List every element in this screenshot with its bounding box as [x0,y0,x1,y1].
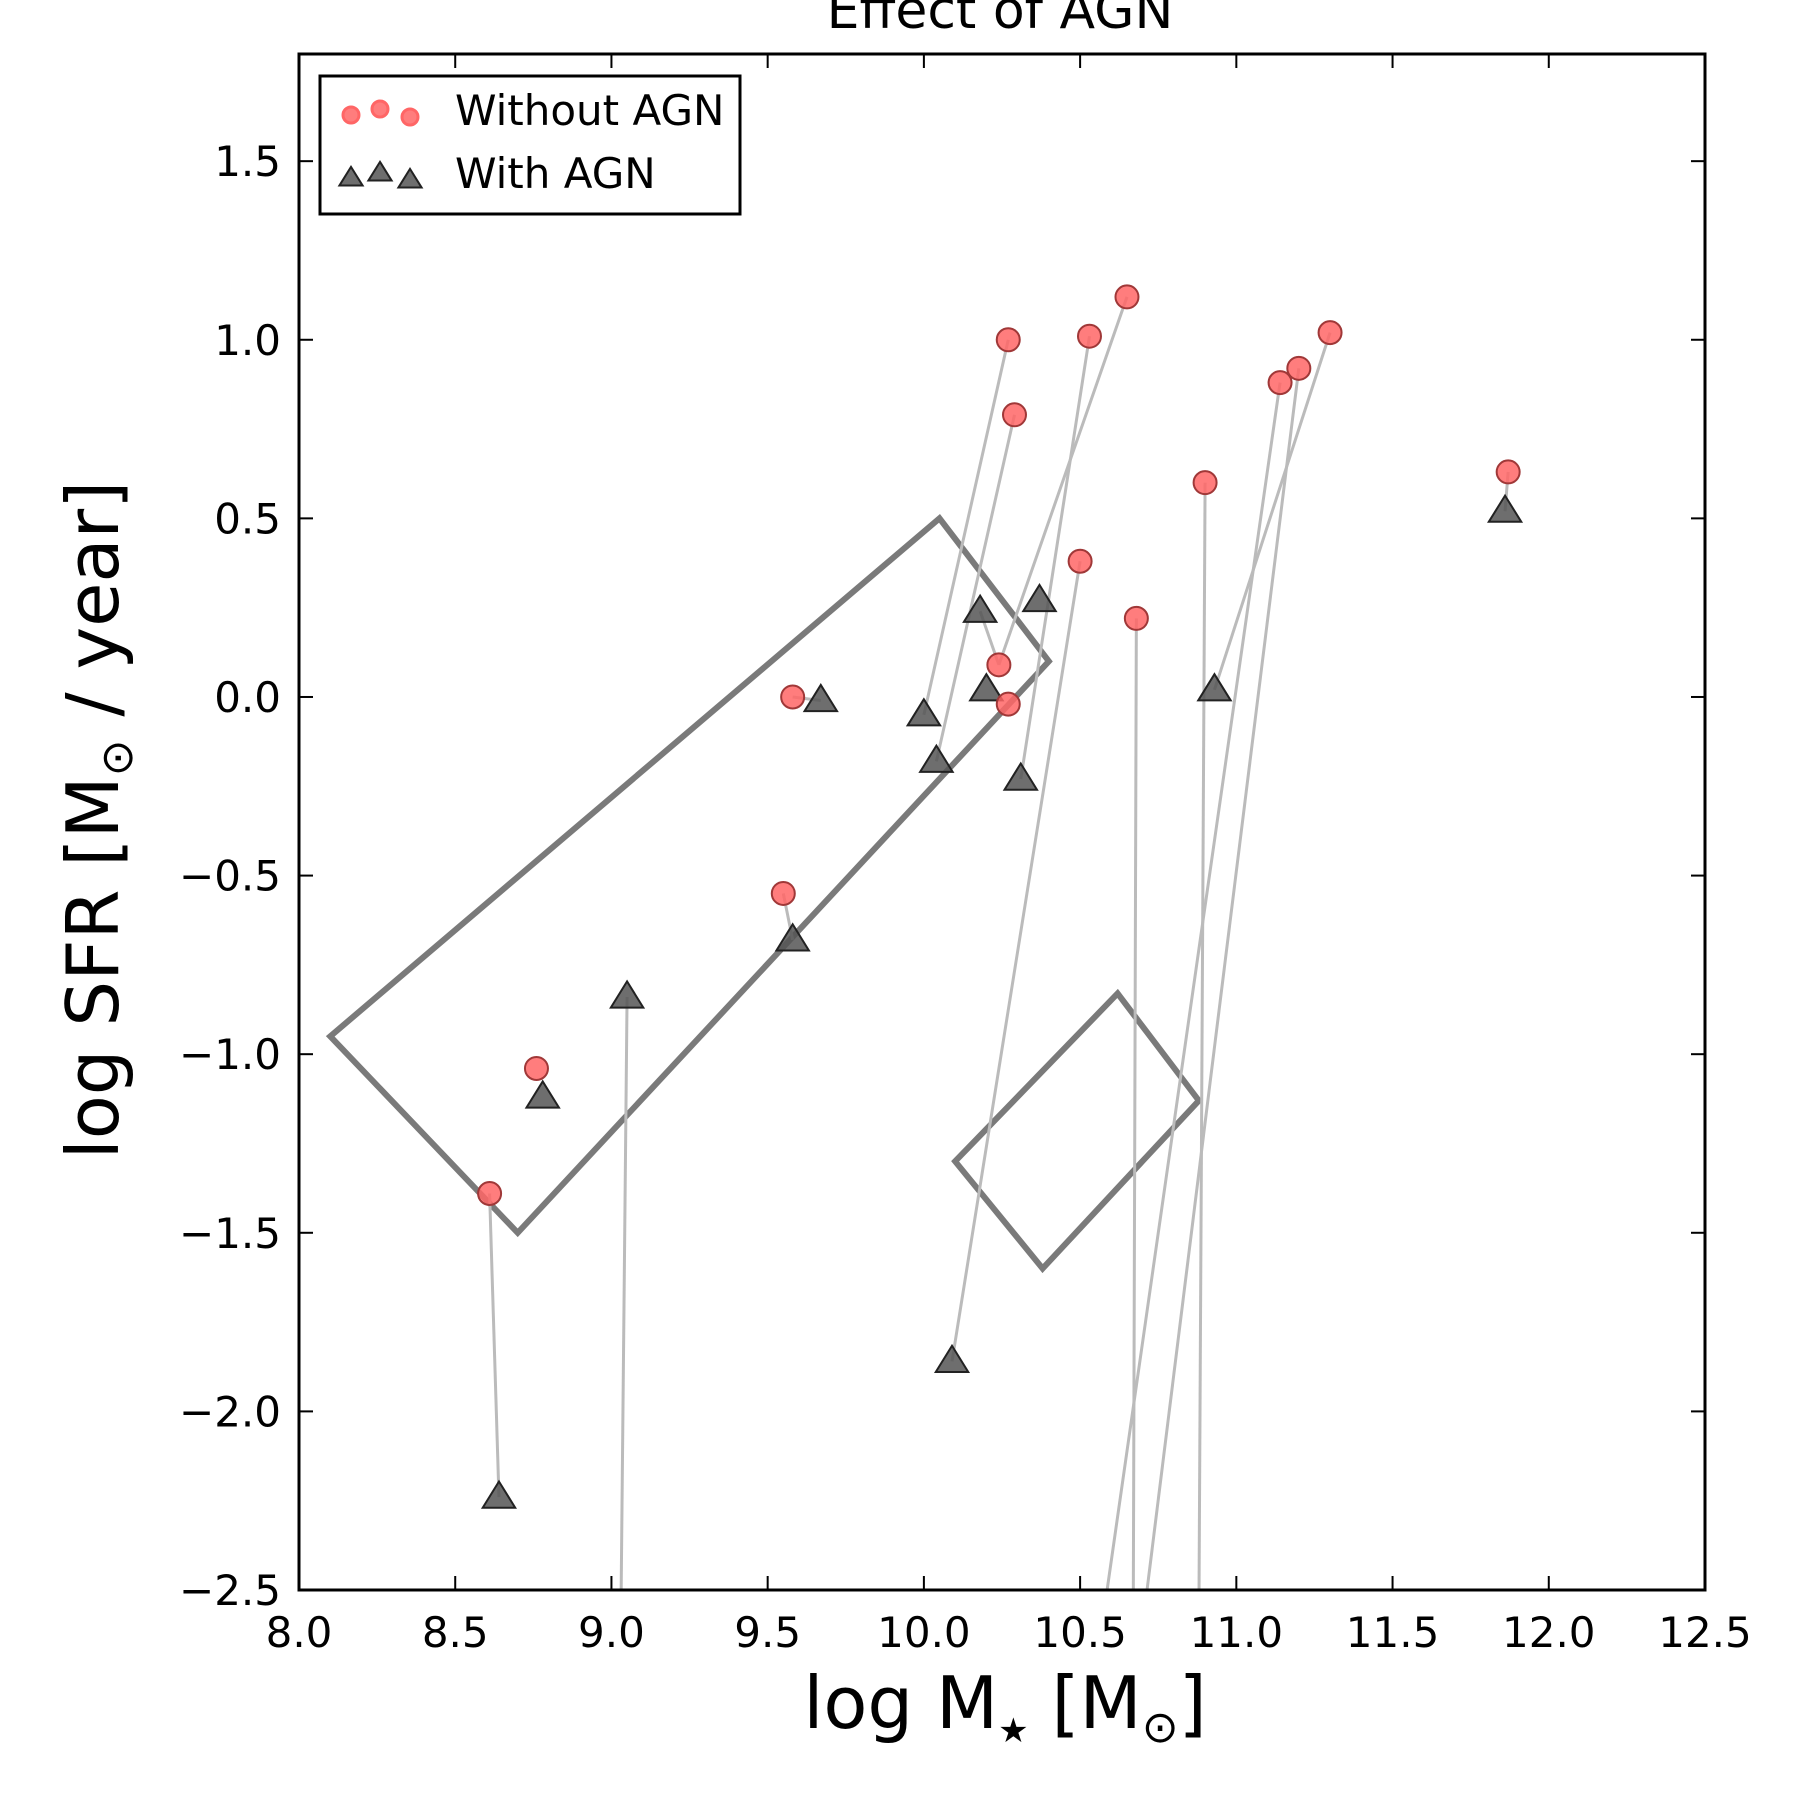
y-axis-label-unit: / year] [51,481,135,740]
with-agn-point [480,1479,518,1509]
y-axis-label: log SFR [M⊙ / year] [51,481,143,1160]
without-agn-point [523,1055,549,1081]
x-axis-label-subscript: ★ [998,1711,1028,1751]
with-agn-point [1021,583,1058,613]
with-agn-point [774,922,811,952]
x-axis-label-unit: [M [1029,1661,1142,1745]
with-agn-point [802,683,839,713]
y-tick-label: −1.0 [179,1030,281,1079]
legend-label-with-agn: With AGN [455,149,656,198]
y-tick-label: −1.5 [179,1209,281,1258]
y-tick-label: −2.5 [179,1566,281,1615]
without-agn-point [1076,323,1102,349]
data-points [477,284,1524,1509]
connector-line [1019,335,1091,780]
y-axis-label-main: log SFR [M [51,776,135,1159]
x-tick-label: 10.5 [1033,1608,1127,1657]
x-axis-label-main: log M [803,1661,998,1745]
with-agn-point [1196,672,1233,702]
with-agn-point [962,593,999,623]
x-tick-label: 10.0 [877,1608,971,1657]
connector-line [997,296,1129,666]
axis-ticks: 8.0 8.5 9.0 9.5 10.0 10.5 11.0 11.5 12.0 12.5 −2.5… [179,54,1752,1657]
with-agn-point [524,1079,561,1109]
with-agn-point [905,697,942,727]
without-agn-point [1114,284,1140,310]
with-agn-point [1486,493,1524,523]
x-tick-label: 12.0 [1502,1608,1596,1657]
legend-frame [318,74,742,216]
y-tick-label: 0.0 [214,673,281,722]
connector-lines [488,296,1510,1590]
region-outline-1 [325,514,1053,1238]
connector-line [950,561,1082,1362]
connector-line [1213,332,1332,691]
legend-circle [400,107,420,127]
without-agn-point [1267,370,1293,396]
region-outlines [325,514,1203,1274]
y-tick-label: 1.5 [214,137,281,186]
x-tick-label: 8.0 [266,1608,333,1657]
legend-marker-with-agn [337,159,424,189]
without-agn-point [1123,605,1149,631]
connector-line [1131,618,1138,1590]
connector-line [1145,368,1301,1590]
connector-line [1105,382,1282,1590]
x-tick-label: 9.0 [578,1608,645,1657]
x-tick-label: 11.5 [1346,1608,1440,1657]
connector-line [619,997,629,1590]
y-axis-label-sun: ⊙ [92,739,143,776]
y-tick-label: 0.5 [214,494,281,543]
with-agn-point [1002,761,1039,791]
x-axis-label-end: ] [1179,1661,1207,1745]
without-agn-point [1192,470,1218,496]
legend-triangle [337,164,365,187]
y-tick-label: −2.0 [179,1387,281,1436]
legend: Without AGN With AGN [318,74,742,216]
connector-line [934,414,1016,762]
x-tick-label: 12.5 [1658,1608,1752,1657]
without-agn-point [1286,355,1312,381]
without-agn-point [770,880,796,906]
without-agn-point [1495,459,1521,485]
x-tick-label: 11.0 [1190,1608,1284,1657]
x-tick-label: 8.5 [422,1608,489,1657]
connector-line [488,1193,501,1498]
without-agn-point [477,1180,503,1206]
legend-label-without-agn: Without AGN [455,86,724,135]
legend-circle [341,105,361,125]
without-agn-point [1001,402,1027,428]
x-axis-label-sun: ⊙ [1142,1702,1179,1753]
connector-line [922,339,1010,716]
without-agn-point [986,652,1012,678]
legend-triangle [396,166,424,189]
with-agn-point [609,979,646,1009]
y-tick-label: 1.0 [214,316,281,365]
plot-frame [297,52,1707,1592]
legend-triangle [366,159,394,182]
chart-title: Effect of AGN [827,0,1174,41]
legend-marker-without-agn [341,99,420,127]
without-agn-point [780,684,806,710]
x-axis-label: log M★ [M⊙] [803,1661,1206,1753]
with-agn-point [968,672,1005,702]
region-outline-2 [951,988,1203,1274]
without-agn-point [995,327,1021,353]
legend-circle [370,99,390,119]
without-agn-point [1317,320,1343,346]
without-agn-point [1067,548,1093,574]
connector-line [1197,482,1207,1590]
x-tick-label: 9.5 [734,1608,801,1657]
y-tick-label: −0.5 [179,852,281,901]
with-agn-point [933,1343,971,1373]
with-agn-point [918,743,955,773]
without-agn-point [995,691,1021,717]
